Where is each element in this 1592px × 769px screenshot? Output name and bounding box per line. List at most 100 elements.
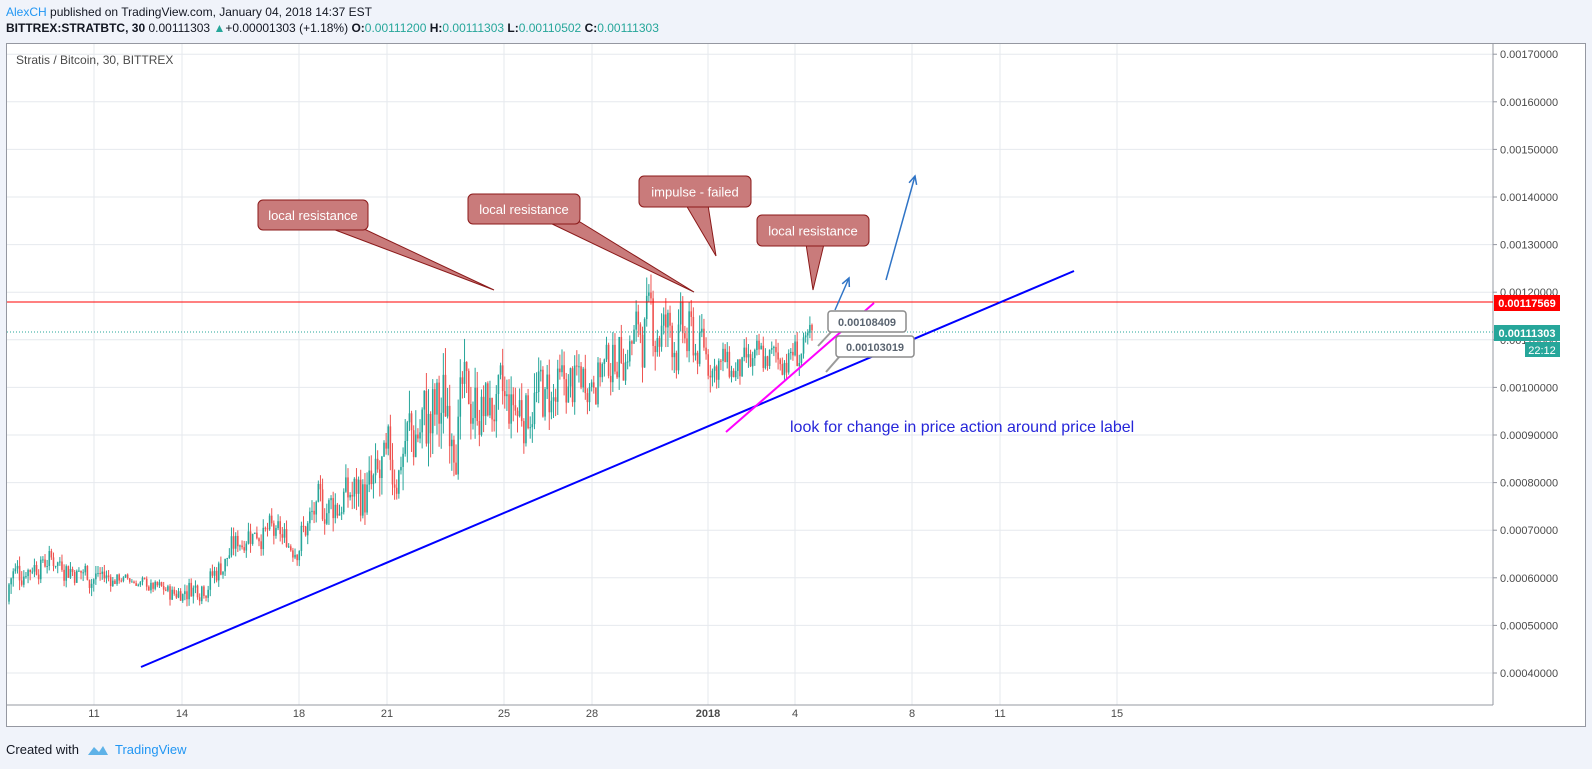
candle-body (408, 413, 411, 423)
candle-body (319, 483, 322, 490)
candle-body (27, 570, 29, 577)
candle-body (679, 301, 682, 325)
x-tick-label: 21 (381, 708, 393, 720)
candle-body (137, 584, 140, 586)
ohlc-line: BITTREX:STRATBTC, 30 0.00111303 ▲+0.0000… (6, 20, 659, 36)
candle-body (253, 532, 256, 534)
candle-body (90, 583, 93, 588)
candle-body (336, 504, 339, 516)
candle-body (779, 359, 782, 365)
price-label-pointer (825, 355, 841, 373)
candle-body (734, 370, 737, 378)
candle-body (309, 511, 311, 524)
candle-body (717, 360, 720, 380)
candle-body (626, 361, 629, 363)
candle-body (402, 453, 404, 467)
candle-body (696, 352, 699, 364)
candle-body (71, 568, 74, 572)
candle-body (658, 338, 661, 347)
candle-body (438, 382, 440, 424)
candle-body (597, 362, 599, 405)
candle-body (97, 573, 99, 575)
candle-body (315, 501, 318, 515)
candle-body (150, 582, 152, 591)
price-label-text: 0.00103019 (846, 342, 904, 354)
chart-title: Stratis / Bitcoin, 30, BITTREX (16, 53, 174, 67)
candle-body (595, 387, 597, 405)
candle-body (694, 352, 697, 356)
forecast-arrow-long (885, 174, 918, 281)
y-tick-label: 0.00130000 (1500, 240, 1558, 252)
candle-body (491, 397, 493, 420)
candle-body (141, 577, 144, 582)
x-tick-label: 18 (293, 708, 305, 720)
candle-body (126, 574, 129, 579)
candle-body (592, 382, 595, 388)
candle-body (179, 591, 182, 601)
candle-body (67, 566, 70, 578)
candle-body (186, 591, 188, 600)
candle-body (705, 347, 707, 355)
candle-body (459, 377, 462, 417)
candle-body (440, 412, 443, 424)
candle-body (531, 424, 534, 428)
candle-body (720, 360, 722, 362)
callout-tail (329, 227, 495, 291)
author-link[interactable]: AlexCH (6, 5, 47, 19)
candle-body (171, 589, 173, 600)
candle-body (357, 479, 360, 494)
candle-body (442, 374, 445, 413)
callout-label: local resistance (768, 224, 858, 239)
candle-body (86, 565, 89, 580)
candle-body (122, 577, 125, 581)
x-tick-label: 28 (586, 708, 598, 720)
candle-body (472, 418, 474, 424)
candle-body (523, 421, 525, 444)
candle-body (177, 591, 180, 598)
candle-body (790, 351, 792, 354)
candle-body (497, 374, 500, 395)
candle-body (241, 545, 243, 548)
candle-body (436, 382, 438, 415)
candle-body (92, 579, 95, 584)
candle-body (652, 298, 654, 346)
candle-body (249, 531, 252, 544)
candle-body (59, 561, 61, 563)
uptrend-line (140, 270, 1075, 668)
candle-body (665, 314, 667, 328)
candle-body (749, 354, 752, 367)
candle-body (741, 357, 743, 377)
candle-body (131, 581, 133, 583)
candle-body (620, 336, 623, 363)
candle-body (181, 594, 184, 601)
candle-body (506, 394, 508, 397)
candle-body (158, 582, 161, 586)
candle-body (715, 366, 718, 380)
arrow-shaft (885, 175, 916, 281)
candle-body (82, 572, 84, 574)
candle-body (313, 510, 315, 515)
candle-body (484, 383, 487, 417)
candle-body (633, 329, 635, 344)
candle-body (25, 576, 27, 578)
candle-body (18, 565, 21, 581)
candle-body (190, 582, 193, 597)
candle-body (724, 348, 726, 363)
candle-body (188, 582, 190, 600)
candle-body (660, 325, 663, 347)
candle-body (215, 570, 218, 581)
candle-body (444, 374, 447, 417)
candle-body (220, 563, 222, 575)
tradingview-link[interactable]: TradingView (114, 742, 187, 757)
candle-body (540, 369, 542, 372)
candle-body (622, 362, 625, 381)
candle-body (118, 574, 120, 581)
candle-body (116, 574, 118, 584)
open-value: 0.00111200 (364, 21, 427, 35)
callout-local-resistance-3: local resistance (756, 214, 870, 291)
candle-body (48, 551, 51, 567)
candle-body (88, 579, 91, 588)
candle-body (603, 359, 606, 364)
candle-body (164, 589, 167, 591)
